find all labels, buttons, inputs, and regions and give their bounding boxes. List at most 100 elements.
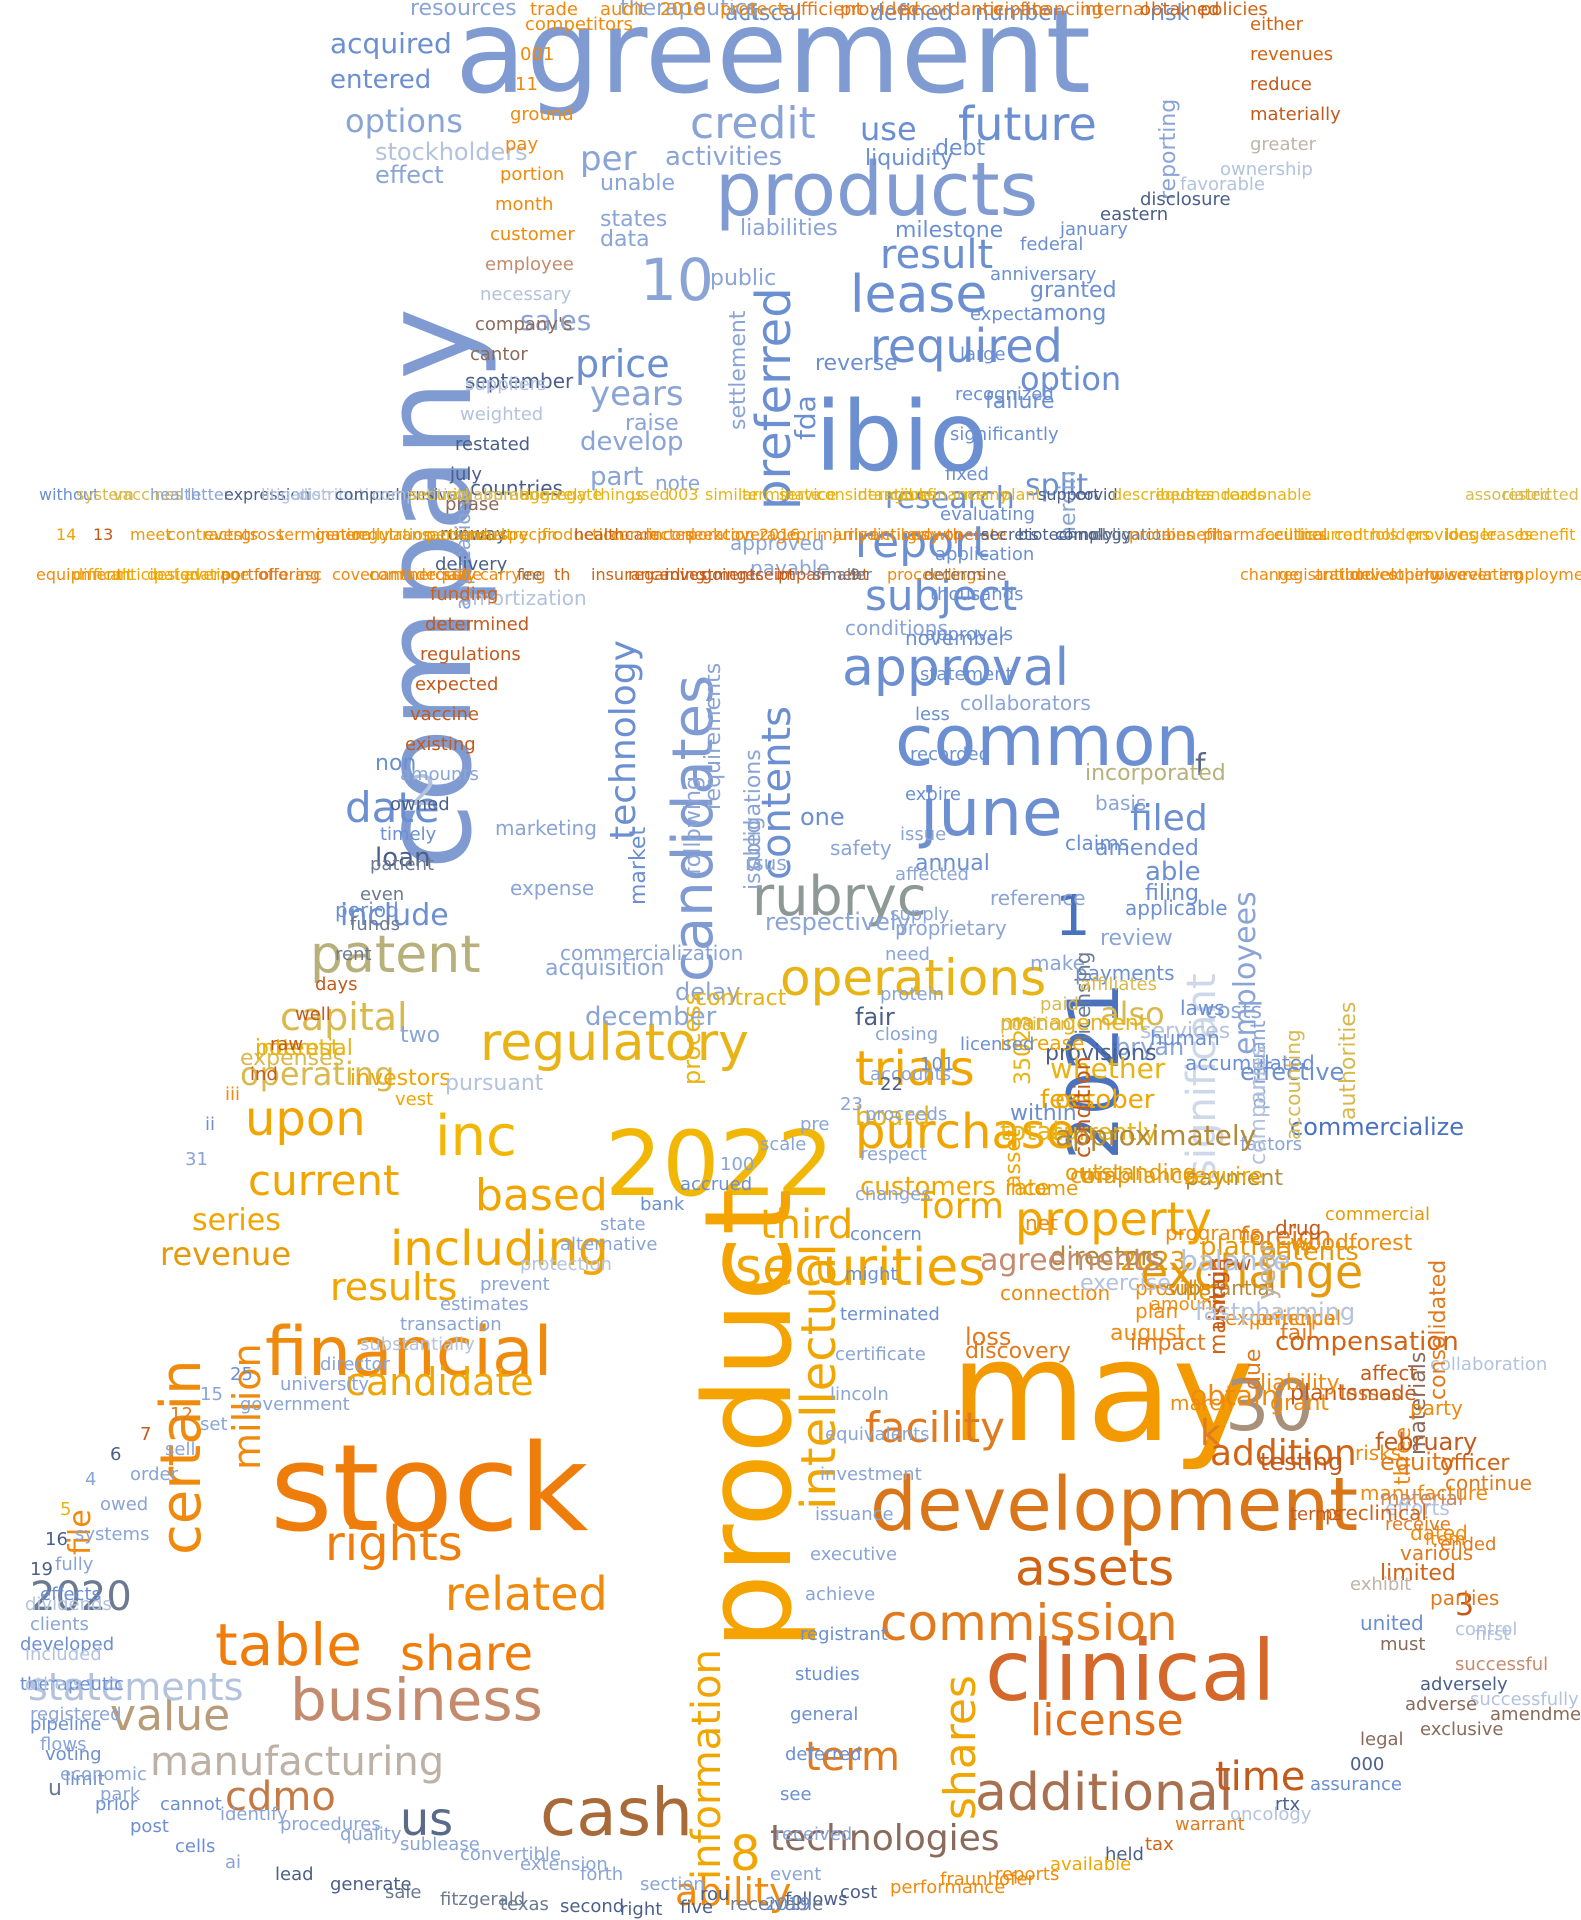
cloud-word: affect xyxy=(1360,1361,1417,1385)
cloud-word: stockholders xyxy=(375,138,528,166)
cloud-word: successfully xyxy=(1470,1689,1579,1710)
cloud-word: various xyxy=(1400,1541,1473,1565)
cloud-word: right xyxy=(620,1899,662,1920)
cloud-word: united xyxy=(1360,1611,1424,1635)
cloud-word: reduce xyxy=(1250,74,1312,95)
cloud-word: financing xyxy=(1020,0,1103,20)
cloud-word: adversely xyxy=(1420,1674,1508,1695)
cloud-word: exclusive xyxy=(1420,1719,1504,1740)
cloud-word: companies xyxy=(1246,1046,1271,1166)
cloud-word: 003 xyxy=(668,485,699,504)
cloud-word: determine xyxy=(924,565,1006,584)
cloud-word: party xyxy=(1410,1396,1463,1420)
cloud-word: economic xyxy=(60,1764,147,1785)
cloud-word: liquidity xyxy=(865,146,953,171)
cloud-word: anticipate xyxy=(960,0,1050,20)
cloud-word: net xyxy=(1025,1211,1058,1235)
cloud-word: fitzgerald xyxy=(440,1889,525,1910)
cloud-word: limit xyxy=(65,1769,105,1790)
cloud-word: follows xyxy=(785,1889,847,1910)
cloud-word: states xyxy=(600,207,667,232)
cloud-word: annual xyxy=(915,851,990,876)
cloud-word: state xyxy=(600,1214,646,1235)
cloud-word: connection xyxy=(1000,1281,1110,1305)
cloud-word: impairment xyxy=(776,565,869,584)
cloud-word: liability xyxy=(1260,1371,1340,1396)
cloud-word: company's xyxy=(475,314,572,335)
cloud-word: equivalents xyxy=(825,1424,930,1445)
cloud-word: plan xyxy=(1135,1299,1178,1323)
cloud-word: equity xyxy=(1380,1448,1456,1476)
cloud-word: competitors xyxy=(525,14,633,35)
cloud-word: upon xyxy=(245,1091,366,1147)
cloud-word: substantial xyxy=(1165,1276,1275,1300)
cloud-word: accrued xyxy=(680,1174,752,1195)
cloud-word: woodforest xyxy=(1290,1231,1413,1256)
cloud-word: results xyxy=(330,1265,457,1309)
cloud-word: employees xyxy=(1228,891,1263,1055)
cloud-word: litigation xyxy=(261,485,331,504)
cloud-word: going xyxy=(702,565,747,584)
cloud-word: developed xyxy=(20,1634,114,1655)
cloud-word: rights xyxy=(325,1516,463,1572)
cloud-word: may xyxy=(950,1311,1255,1474)
cloud-word: achieve xyxy=(805,1584,875,1605)
cloud-word: large xyxy=(960,344,1006,365)
cloud-word: 1 xyxy=(1055,884,1091,949)
cloud-word: executive xyxy=(810,1544,897,1565)
cloud-word: operations xyxy=(780,949,1046,1007)
cloud-word: production xyxy=(537,525,623,544)
cloud-word: grant xyxy=(1270,1391,1329,1416)
cloud-word: proprietary xyxy=(895,916,1007,940)
cloud-word: significant xyxy=(1179,973,1225,1180)
cloud-word: however xyxy=(1425,565,1494,584)
cloud-word: outstanding xyxy=(1065,1161,1197,1186)
cloud-word: january xyxy=(1059,219,1128,240)
cloud-word: materially xyxy=(1250,104,1341,125)
cloud-word: delivery xyxy=(435,554,508,575)
cloud-word: disclosure xyxy=(1140,189,1231,210)
cloud-word: additional xyxy=(975,1763,1233,1823)
cloud-word: countries xyxy=(470,476,563,500)
cloud-word: successful xyxy=(1455,1654,1548,1675)
cloud-word: audit xyxy=(600,0,646,20)
cloud-word: years xyxy=(590,374,684,414)
cloud-word: secrets xyxy=(981,525,1039,544)
cloud-word: costs xyxy=(1205,999,1262,1024)
cloud-word: resources xyxy=(410,0,517,21)
cloud-word: vaccines xyxy=(113,485,183,504)
cloud-word: use xyxy=(860,110,917,148)
cloud-word: average xyxy=(184,565,250,584)
cloud-word: even xyxy=(360,884,404,905)
cloud-word: less xyxy=(915,704,950,725)
cloud-word: provides xyxy=(1408,525,1476,544)
cloud-word: raise xyxy=(625,411,679,436)
cloud-word: 101 xyxy=(920,1054,954,1075)
cloud-word: programs xyxy=(1165,1221,1261,1245)
cloud-word: must xyxy=(1380,1634,1425,1655)
cloud-word: insurance xyxy=(591,565,669,584)
cloud-word: fee xyxy=(517,565,542,584)
cloud-word: two xyxy=(400,1023,440,1048)
cloud-word: asc xyxy=(295,565,322,584)
cloud-word: due xyxy=(1241,1349,1266,1390)
cloud-word: incorporation xyxy=(648,525,755,544)
cloud-word: adequate xyxy=(406,565,482,584)
cloud-word: pursuant xyxy=(1246,1020,1270,1110)
cloud-word: raw xyxy=(270,1034,303,1055)
cloud-word: lincoln xyxy=(830,1384,889,1405)
cloud-word: customer xyxy=(490,224,575,245)
cloud-word: stock xyxy=(270,1420,589,1559)
cloud-word: internal xyxy=(1080,0,1149,20)
cloud-word: one xyxy=(800,803,845,831)
cloud-word: developing xyxy=(1351,565,1439,584)
cloud-word: regulatory xyxy=(480,1013,749,1073)
cloud-word: required xyxy=(870,319,1063,373)
cloud-word: file xyxy=(63,1509,98,1555)
cloud-word: greater xyxy=(1250,134,1317,155)
cloud-word: scale xyxy=(760,1134,806,1155)
cloud-word: license xyxy=(1030,1695,1184,1746)
cloud-word: vest xyxy=(395,1089,433,1110)
cloud-word: control xyxy=(1455,1619,1517,1640)
cloud-word: 2019 xyxy=(765,1894,811,1915)
